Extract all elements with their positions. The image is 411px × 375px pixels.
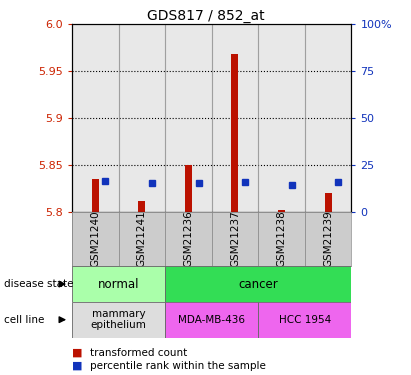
Bar [305,24,351,212]
Bar [72,266,165,302]
Text: normal: normal [98,278,139,291]
Bar [72,212,118,266]
Bar [212,212,258,266]
Text: mammary
epithelium: mammary epithelium [90,309,146,330]
Bar [305,212,351,266]
Bar [165,212,212,266]
Bar [231,54,238,212]
Text: GSM21238: GSM21238 [277,211,286,267]
Text: HCC 1954: HCC 1954 [279,315,331,325]
Text: disease state: disease state [4,279,74,289]
Bar [72,302,165,338]
Bar [165,266,351,302]
Bar [118,212,165,266]
Bar [325,193,332,212]
Text: transformed count: transformed count [90,348,188,357]
Bar [258,302,351,338]
Text: ■: ■ [72,361,83,370]
Bar [185,165,192,212]
Text: GSM21239: GSM21239 [323,211,333,267]
Bar [165,24,212,212]
Text: ■: ■ [72,348,83,357]
Text: cell line: cell line [4,315,44,325]
Text: MDA-MB-436: MDA-MB-436 [178,315,245,325]
Text: GSM21236: GSM21236 [183,211,193,267]
Bar [212,24,258,212]
Bar [118,24,165,212]
Text: GSM21237: GSM21237 [230,211,240,267]
Text: GDS817 / 852_at: GDS817 / 852_at [147,9,264,23]
Bar [258,24,305,212]
Bar [138,201,145,212]
Bar [278,210,285,212]
Bar [72,24,118,212]
Text: percentile rank within the sample: percentile rank within the sample [90,361,266,370]
Text: cancer: cancer [238,278,278,291]
Bar [165,302,258,338]
Text: GSM21240: GSM21240 [90,211,100,267]
Text: GSM21241: GSM21241 [137,211,147,267]
Bar [258,212,305,266]
Bar [92,179,99,212]
